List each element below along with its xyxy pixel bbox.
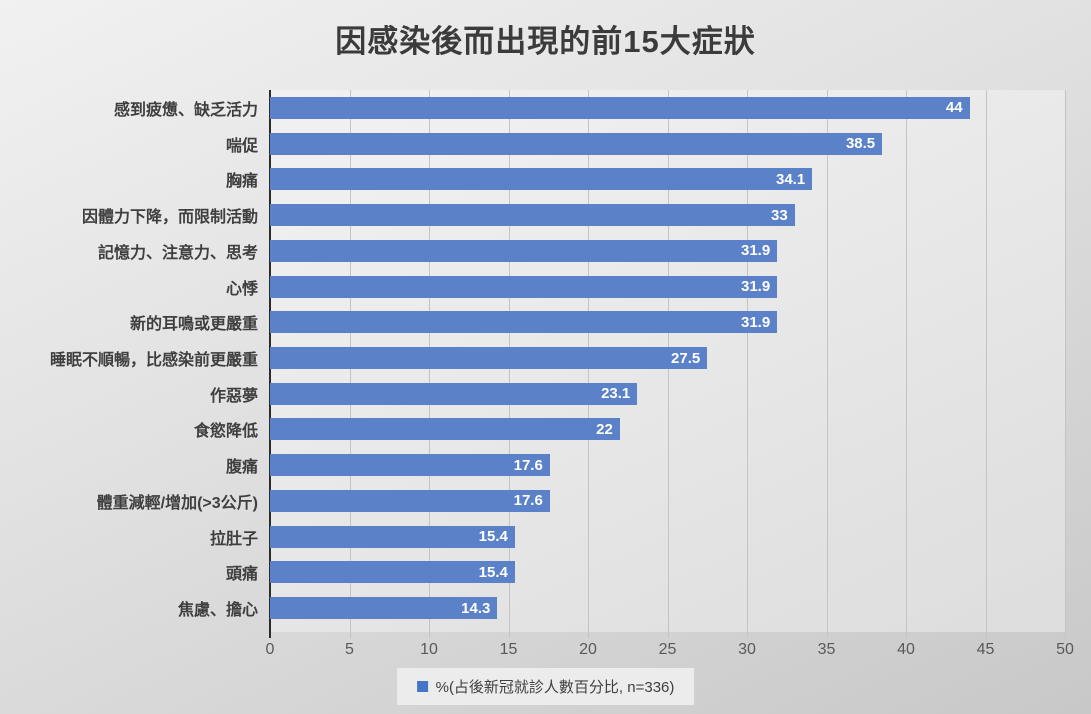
gridline: [985, 90, 987, 638]
value-label: 38.5: [845, 135, 876, 153]
legend-label: %(占後新冠就診人數百分比, n=336): [435, 679, 675, 696]
value-label: 23.1: [601, 385, 631, 403]
category-label: 頭痛: [225, 566, 258, 584]
category-label: 拉肚子: [209, 530, 258, 548]
bar-rows: 感到疲憊、缺乏活力 44 喘促 38.5 胸痛 34.1 因體力下降，而限制活動 33 記憶力、…: [0, 90, 1065, 626]
category-label: 感到疲憊、缺乏活力: [113, 101, 258, 119]
bar-track: 38.5: [270, 126, 1065, 162]
bar: 17.6: [270, 489, 550, 512]
bar-row: 焦慮、擔心 14.3: [0, 590, 1065, 626]
bar-track: 31.9: [270, 233, 1065, 269]
bar-track: 15.4: [270, 519, 1065, 555]
bar-row: 新的耳鳴或更嚴重 31.9: [0, 304, 1065, 340]
x-tick-label: 20: [579, 641, 597, 658]
category-label: 新的耳鳴或更嚴重: [129, 316, 258, 334]
bar: 27.5: [270, 347, 708, 369]
x-tick-label: 10: [420, 641, 438, 658]
value-label: 17.6: [513, 456, 543, 474]
value-label: 31.9: [741, 313, 771, 331]
category-label: 焦慮、擔心: [177, 602, 258, 620]
x-tick-label: 35: [817, 641, 836, 658]
bar: 33: [270, 204, 795, 227]
bar-row: 喘促 38.5: [0, 126, 1065, 162]
value-label: 31.9: [741, 278, 771, 296]
category-label: 食慾降低: [193, 423, 258, 441]
bar-track: 23.1: [270, 376, 1065, 412]
bar-row: 腹痛 17.6: [0, 447, 1065, 483]
value-label: 14.3: [461, 599, 491, 617]
legend: %(占後新冠就診人數百分比, n=336): [396, 668, 695, 705]
bar-row: 胸痛 34.1: [0, 161, 1065, 197]
value-label: 31.9: [741, 242, 771, 260]
chart-title: 因感染後而出現的前15大症狀: [335, 24, 756, 59]
bar: 34.1: [270, 168, 813, 191]
x-tick-label: 40: [897, 641, 915, 658]
x-tick-label: 0: [265, 641, 275, 658]
bar-track: 14.3: [270, 590, 1065, 626]
bar-row: 拉肚子 15.4: [0, 519, 1065, 555]
value-label: 34.1: [775, 170, 806, 188]
bar-track: 34.1: [270, 161, 1065, 197]
x-tick-label: 25: [658, 641, 677, 658]
category-label: 心悸: [225, 280, 258, 298]
bar-row: 心悸 31.9: [0, 269, 1065, 305]
category-label: 腹痛: [225, 459, 258, 477]
gridline: [826, 90, 828, 638]
bar: 31.9: [270, 275, 778, 298]
bar-row: 作惡夢 23.1: [0, 376, 1065, 412]
value-label: 27.5: [671, 349, 701, 367]
category-label: 喘促: [225, 137, 258, 155]
bar: 31.9: [270, 311, 778, 334]
bar-track: 27.5: [270, 340, 1065, 376]
x-tick-label: 30: [738, 641, 756, 658]
category-label: 作惡夢: [209, 387, 258, 405]
bar-row: 食慾降低 22: [0, 412, 1065, 448]
category-label: 因體力下降，而限制活動: [81, 209, 258, 227]
x-tick-label: 45: [976, 641, 995, 658]
x-tick-label: 15: [499, 641, 518, 658]
bar-row: 感到疲憊、缺乏活力 44: [0, 90, 1065, 126]
bar-track: 31.9: [270, 269, 1065, 305]
bar-track: 22: [270, 412, 1065, 448]
bar-track: 17.6: [270, 447, 1065, 483]
legend-marker-icon: [416, 681, 428, 692]
bar-row: 睡眠不順暢，比感染前更嚴重 27.5: [0, 340, 1065, 376]
value-label: 22: [596, 420, 613, 438]
bar: 44: [270, 96, 970, 119]
x-tick-label: 5: [345, 641, 354, 658]
bar-row: 頭痛 15.4: [0, 555, 1065, 591]
bar: 14.3: [270, 597, 498, 620]
category-label: 記憶力、注意力、思考: [97, 244, 258, 262]
bar-track: 17.6: [270, 483, 1065, 519]
bar: 23.1: [270, 382, 638, 405]
bar: 38.5: [270, 132, 883, 155]
value-label: 15.4: [478, 563, 508, 581]
bar-row: 記憶力、注意力、思考 31.9: [0, 233, 1065, 269]
gridline: [1065, 90, 1066, 638]
value-label: 33: [771, 206, 788, 224]
category-label: 體重減輕/增加(>3公斤): [96, 494, 258, 512]
bar-track: 44: [270, 90, 1065, 126]
bar-track: 33: [270, 197, 1065, 233]
bar-track: 31.9: [270, 304, 1065, 340]
bar-row: 體重減輕/增加(>3公斤) 17.6: [0, 483, 1065, 519]
x-axis-tick-labels: 0 5 10 15 20 25 30 35 40 45 50: [266, 641, 1074, 663]
bar: 17.6: [270, 454, 550, 477]
bar: 22: [270, 418, 620, 441]
bar: 15.4: [270, 561, 515, 584]
value-label: 15.4: [478, 528, 508, 546]
gridline: [747, 90, 748, 638]
x-tick-label: 50: [1056, 641, 1074, 658]
value-label: 17.6: [513, 492, 543, 510]
bar-row: 因體力下降，而限制活動 33: [0, 197, 1065, 233]
bar-track: 15.4: [270, 555, 1065, 591]
bar: 31.9: [270, 239, 778, 262]
value-label: 44: [945, 99, 963, 117]
category-label: 睡眠不順暢，比感染前更嚴重: [49, 352, 258, 369]
category-label: 胸痛: [225, 173, 258, 191]
gridline: [906, 90, 907, 638]
bar: 15.4: [270, 525, 515, 548]
